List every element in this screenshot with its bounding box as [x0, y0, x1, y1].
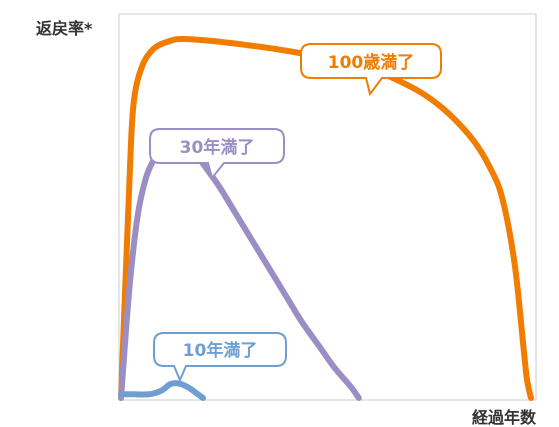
callout-30-box — [149, 128, 285, 181]
callout-10: 10年満了 — [153, 332, 287, 383]
callout-10-text: 10年満了 — [183, 340, 258, 361]
callout-100-text: 100歳満了 — [328, 52, 415, 73]
y-axis-title: 返戻率* — [36, 19, 93, 38]
callout-30-text: 30年満了 — [180, 137, 255, 158]
callout-30: 30年満了 — [149, 128, 285, 181]
callout-100: 100歳満了 — [300, 43, 442, 97]
x-axis-title: 経過年数 — [472, 408, 537, 427]
callout-100-box — [300, 43, 442, 97]
series-line-10 — [118, 380, 206, 401]
callout-10-box — [153, 332, 287, 383]
